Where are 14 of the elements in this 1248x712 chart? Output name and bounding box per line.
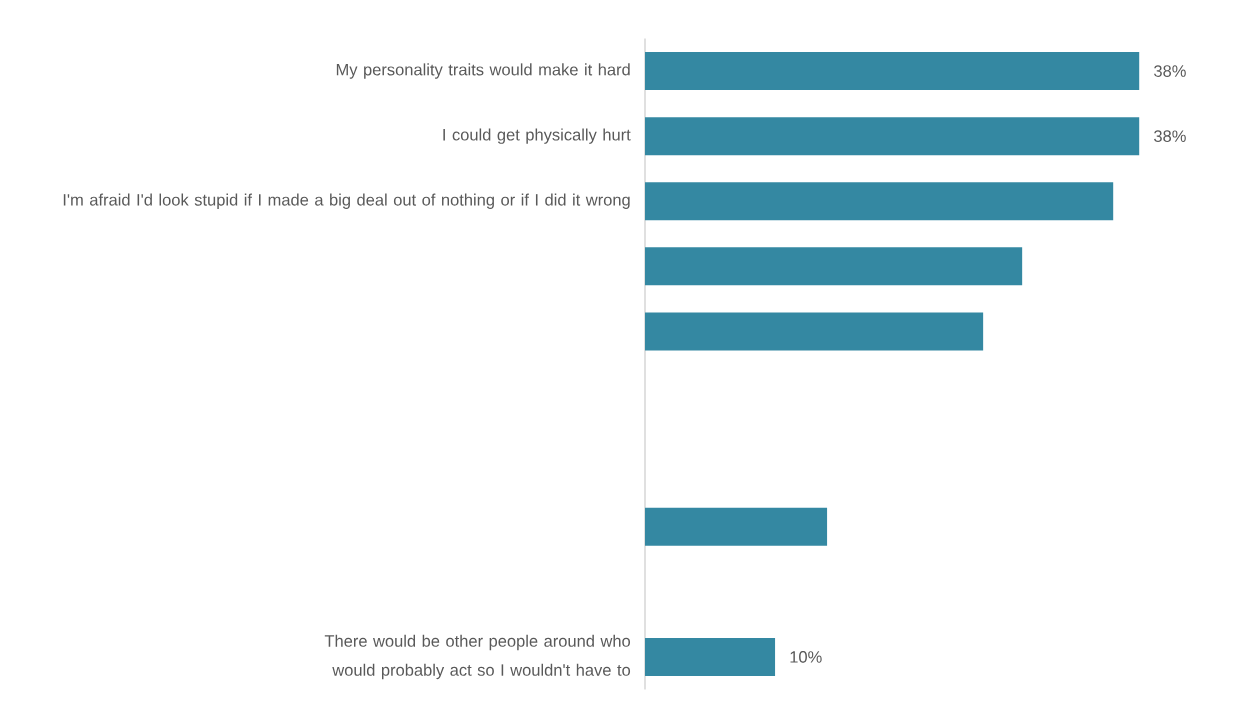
- data-label: 10%: [790, 651, 822, 663]
- bar: [645, 507, 828, 546]
- data-label: 38%: [1154, 130, 1186, 142]
- y-tick-label: There would be other people around who would probably act so I wouldn't have to: [324, 634, 631, 680]
- bar: [645, 117, 1140, 156]
- bar: [645, 312, 984, 351]
- bar: [645, 637, 776, 676]
- bar: [645, 182, 1114, 221]
- data-label: 38%: [1154, 65, 1186, 77]
- y-tick-label: My personality traits would make it hard: [336, 63, 630, 79]
- y-tick-label: I'm afraid I'd look stupid if I made a big deal out of nothing or if I did it wrong: [63, 193, 630, 209]
- y-tick-label: I could get physically hurt: [443, 128, 631, 144]
- bar: [645, 247, 1023, 286]
- bar: [645, 52, 1140, 91]
